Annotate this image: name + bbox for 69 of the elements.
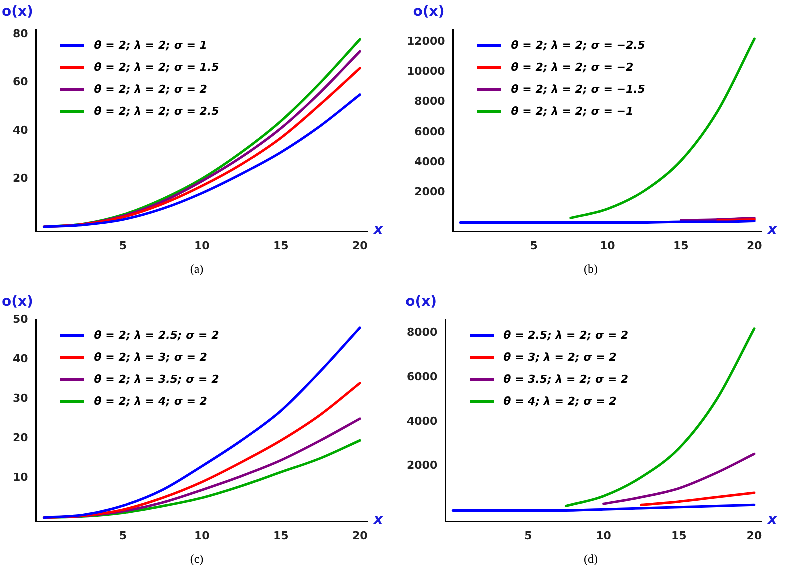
y-axis-title: o(x) <box>413 4 445 20</box>
legend-label: θ = 2; λ = 3; σ = 2 <box>94 350 208 364</box>
legend-label: θ = 3; λ = 2; σ = 2 <box>504 350 617 364</box>
legend-label: θ = 4; λ = 2; σ = 2 <box>504 394 617 408</box>
legend-label: θ = 2; λ = 2; σ = −1 <box>511 104 634 118</box>
x-tick-label: 15 <box>273 239 289 252</box>
x-tick-label: 10 <box>596 529 612 542</box>
line-series <box>42 94 362 228</box>
y-tick-label: 4000 <box>414 155 446 168</box>
text: (a) <box>189 262 205 277</box>
legend-label: θ = 2; λ = 2; σ = 1.5 <box>94 60 220 74</box>
y-tick-label: 40 <box>12 352 29 366</box>
y-tick-label: 12000 <box>406 34 446 48</box>
y-tick-label: 80 <box>12 28 29 41</box>
line-series <box>602 452 756 506</box>
x-axis-title: x <box>768 512 778 528</box>
y-axis-title: o(x) <box>2 4 34 20</box>
legend-label: θ = 2; λ = 2; σ = −2 <box>511 60 634 74</box>
x-tick-label: 15 <box>671 529 687 542</box>
x-tick-label: 10 <box>194 239 210 252</box>
y-tick-label: 60 <box>12 76 29 89</box>
text: (b) <box>583 262 599 277</box>
y-tick-label: 2000 <box>406 459 438 472</box>
line-series <box>640 492 756 506</box>
y-tick-label: 50 <box>12 312 29 326</box>
y-tick-label: 6000 <box>414 125 446 138</box>
x-tick-label: 15 <box>273 529 289 542</box>
legend-label: θ = 2; λ = 4; σ = 2 <box>94 394 208 408</box>
legend-label: θ = 2; λ = 2; σ = 1 <box>94 38 208 52</box>
legend-label: θ = 2.5; λ = 2; σ = 2 <box>504 328 629 342</box>
y-tick-label: 8000 <box>414 95 446 108</box>
y-tick-label: 20 <box>12 172 29 185</box>
x-axis-title: x <box>374 222 384 238</box>
line-series <box>564 328 756 508</box>
legend-label: θ = 2; λ = 2; σ = −1.5 <box>511 82 646 96</box>
x-tick-label: 10 <box>600 239 616 252</box>
y-axis-title: o(x) <box>2 294 34 310</box>
y-tick-label: 20 <box>12 432 29 445</box>
y-tick-label: 30 <box>12 392 29 405</box>
line-series <box>42 326 362 520</box>
x-axis-title: x <box>374 512 384 528</box>
x-tick-label: 20 <box>352 239 368 252</box>
x-tick-label: 5 <box>524 529 532 542</box>
y-tick-label: 40 <box>12 124 29 137</box>
y-axis-title: o(x) <box>406 294 438 310</box>
text: (c) <box>189 552 205 567</box>
legend-label: θ = 2; λ = 2.5; σ = 2 <box>94 328 220 342</box>
y-tick-label: 2000 <box>414 186 446 199</box>
x-tick-label: 10 <box>194 529 210 542</box>
y-tick-label: 10 <box>12 471 29 484</box>
legend-label: θ = 2; λ = 2; σ = −2.5 <box>511 38 646 52</box>
x-tick-label: 5 <box>119 529 128 542</box>
x-tick-label: 5 <box>530 239 538 252</box>
y-tick-label: 10000 <box>406 65 446 78</box>
x-tick-label: 20 <box>746 239 763 252</box>
legend-label: θ = 3.5; λ = 2; σ = 2 <box>504 372 629 386</box>
legend-label: θ = 2; λ = 3.5; σ = 2 <box>94 372 220 386</box>
legend-label: θ = 2; λ = 2; σ = 2 <box>94 82 208 96</box>
line-series <box>570 38 756 220</box>
x-tick-label: 15 <box>673 239 689 252</box>
x-tick-label: 20 <box>352 529 368 542</box>
x-tick-label: 20 <box>746 529 762 542</box>
legend-label: θ = 2; λ = 2; σ = 2.5 <box>94 104 220 118</box>
y-tick-label: 8000 <box>406 326 438 340</box>
x-axis-title: x <box>768 222 778 238</box>
y-tick-label: 4000 <box>406 414 438 428</box>
y-tick-label: 6000 <box>406 370 438 384</box>
text: (d) <box>583 552 599 567</box>
x-tick-label: 5 <box>119 239 128 252</box>
